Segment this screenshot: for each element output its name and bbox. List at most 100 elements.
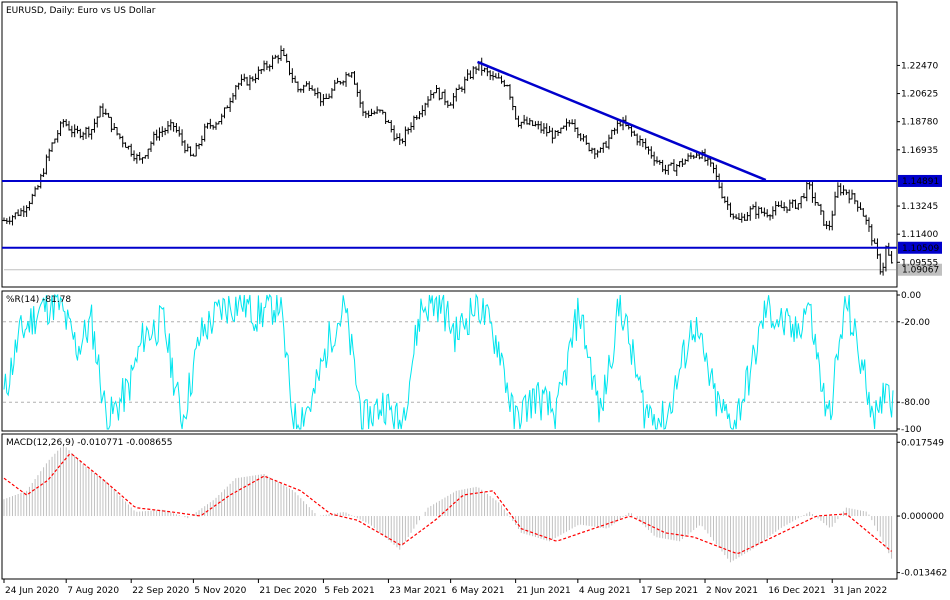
ohlc-bar [573, 119, 577, 132]
price-axis-label: 1.18780 [901, 118, 938, 128]
ohlc-bar [760, 207, 764, 214]
price-axis-label: 1.16935 [901, 146, 938, 156]
ohlc-bar [539, 121, 543, 134]
ohlc-bar [728, 202, 732, 218]
ohlc-bar [488, 70, 492, 80]
price-panel[interactable]: 1.14891 1.10509 1.09067 1.22470 1.20625 1.187… [2, 45, 942, 276]
ohlc-bar [324, 93, 328, 100]
ohlc-bar [211, 124, 215, 130]
ohlc-bar [847, 189, 851, 204]
ohlc-bar [748, 206, 752, 221]
ohlc-bar [107, 112, 111, 118]
wpr-panel[interactable]: 0.00 -20.00 -80.00 -100 [3, 291, 930, 435]
ohlc-bar [483, 67, 487, 73]
ohlc-bar [208, 118, 212, 129]
ohlc-bar [474, 66, 478, 75]
ohlc-bar [426, 96, 430, 108]
ohlc-bar [367, 110, 371, 118]
ohlc-bar [466, 69, 470, 81]
ohlc-bar [644, 138, 648, 150]
macd-panel[interactable]: 0.017549 0.000000 -0.013462 [3, 438, 947, 579]
ohlc-bar [449, 102, 453, 106]
ohlc-bar [754, 201, 758, 219]
ohlc-bar [870, 224, 874, 246]
ohlc-bar [836, 182, 840, 198]
ohlc-bar [285, 53, 289, 63]
ohlc-bar [646, 146, 650, 155]
ohlc-bar [220, 113, 224, 125]
ohlc-bar [598, 147, 602, 153]
ohlc-bar [61, 119, 65, 128]
ohlc-bar [528, 117, 532, 126]
ohlc-bar [813, 192, 817, 206]
macd-signal-line [3, 453, 892, 554]
ohlc-bar [358, 89, 362, 108]
ohlc-bar [661, 159, 665, 173]
ohlc-bar [683, 158, 687, 165]
ohlc-bar [10, 215, 14, 226]
ohlc-bar [104, 108, 108, 116]
ohlc-bar [265, 60, 269, 71]
ohlc-bar [553, 130, 557, 139]
wpr-axis-label: -100 [901, 425, 922, 435]
ohlc-bar [782, 202, 786, 212]
ohlc-bar [126, 145, 130, 150]
ohlc-bar [697, 153, 701, 160]
ohlc-bar [186, 143, 190, 152]
ohlc-bar [762, 207, 766, 217]
ohlc-bar [434, 84, 438, 94]
ohlc-bar [180, 129, 184, 146]
ohlc-bar [276, 54, 280, 64]
ohlc-bar [779, 200, 783, 209]
ohlc-bar [440, 91, 444, 100]
ohlc-bar [627, 124, 631, 130]
ohlc-bar [429, 89, 433, 101]
wpr-axis-label: -20.00 [901, 318, 930, 328]
ohlc-bar [774, 201, 778, 216]
downtrend-line[interactable] [476, 60, 767, 182]
ohlc-bar [225, 105, 229, 109]
ohlc-bar [228, 97, 232, 112]
macd-axis-label: -0.013462 [901, 569, 947, 579]
ohlc-bar [412, 115, 416, 130]
level-price-badge [898, 241, 942, 254]
ohlc-bar [152, 131, 156, 146]
ohlc-bar [706, 156, 710, 166]
ohlc-bar [420, 105, 424, 118]
time-axis-label: 21 Jun 2021 [517, 586, 571, 596]
ohlc-bar [550, 127, 554, 144]
ohlc-bar [75, 125, 79, 134]
ohlc-bar [771, 206, 775, 219]
ohlc-bar [652, 151, 656, 166]
time-axis-label: 31 Jan 2022 [833, 586, 887, 596]
ohlc-bar [632, 130, 636, 136]
ohlc-bar [143, 155, 147, 159]
ohlc-bar [777, 201, 781, 208]
ohlc-bar [347, 72, 351, 77]
ohlc-bar [197, 143, 201, 150]
ohlc-bar [392, 125, 396, 142]
ohlc-bar [556, 129, 560, 137]
ohlc-bar [169, 119, 173, 131]
ohlc-bar [796, 203, 800, 211]
ohlc-bar [446, 100, 450, 108]
ohlc-bar [129, 143, 133, 157]
ohlc-bar [319, 92, 323, 107]
ohlc-bar [649, 146, 653, 159]
ohlc-bar [157, 127, 161, 141]
time-axis-label: 21 Dec 2020 [259, 586, 317, 596]
ohlc-bar [723, 196, 727, 204]
ohlc-bar [296, 81, 300, 93]
ohlc-bar [135, 153, 139, 164]
price-panel-frame [1, 1, 898, 288]
ohlc-bar [432, 92, 436, 99]
ohlc-bar [839, 183, 843, 196]
ohlc-bar [293, 75, 297, 83]
ohlc-bar [189, 146, 193, 157]
ohlc-bar [248, 75, 252, 91]
macd-axis-label: 0.000000 [901, 512, 944, 522]
time-axis-label: 24 Jun 2020 [5, 586, 59, 596]
ohlc-bar [850, 189, 854, 200]
ohlc-bar [273, 54, 277, 59]
